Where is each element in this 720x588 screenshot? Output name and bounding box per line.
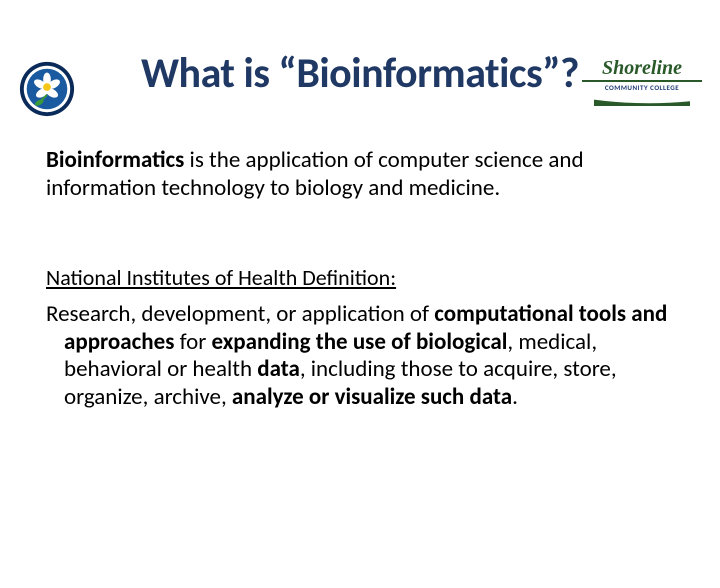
nih-heading: National Institutes of Health Definition… <box>46 264 674 291</box>
nih-body-fragment: for <box>174 328 211 356</box>
shoreline-logo-sub: COMMUNITY COLLEGE <box>582 80 702 92</box>
nih-body-fragment: data <box>257 355 300 383</box>
nih-body-fragment: analyze or visualize such data <box>232 383 512 411</box>
intro-lead: Bioinformatics <box>46 146 184 174</box>
slide-content: Bioinformatics is the application of com… <box>0 147 720 412</box>
shoreline-logo-main: Shoreline <box>582 58 702 78</box>
nih-body-fragment: . <box>512 383 518 411</box>
nih-body-fragment: expanding the use of biological <box>211 328 507 356</box>
shoreline-logo: Shoreline COMMUNITY COLLEGE <box>582 58 702 111</box>
nih-body: Research, development, or application of… <box>46 301 674 411</box>
biology-logo <box>18 60 76 118</box>
intro-paragraph: Bioinformatics is the application of com… <box>46 147 674 202</box>
nih-body-fragment: Research, development, or application of <box>46 300 434 328</box>
